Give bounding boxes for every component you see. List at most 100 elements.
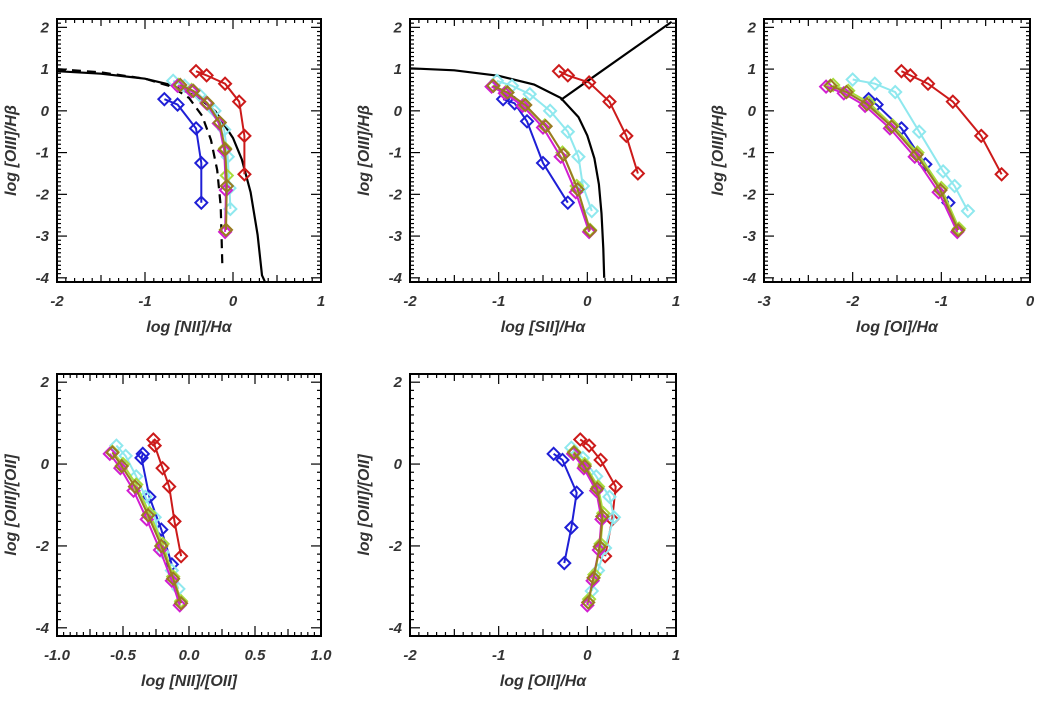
x-tick-label: 0	[1026, 293, 1035, 310]
diamond-marker	[546, 446, 562, 462]
diamond-marker	[618, 128, 634, 144]
x-tick-label: 0	[583, 293, 592, 310]
series-line	[164, 98, 203, 203]
diamond-marker	[920, 76, 936, 92]
diamond-marker	[571, 149, 586, 165]
axis-ticks	[56, 18, 322, 283]
y-axis-label: log [OIII]/[OII]	[3, 454, 20, 556]
diamond-marker	[199, 67, 215, 83]
diamond-marker	[515, 98, 531, 114]
diamond-marker	[960, 203, 976, 219]
diamond-marker	[147, 438, 163, 454]
series-olive	[105, 445, 189, 611]
series-red	[551, 63, 646, 181]
y-tick-label: -2	[36, 538, 50, 555]
diamond-marker	[145, 432, 161, 447]
panel-2: -2 -1 0 1 -4 -3 -2 -1 0 1 2 log [SII]/Hα log [OIII]/…	[356, 18, 680, 336]
plot-frame	[409, 373, 677, 637]
demarcation-curve	[560, 20, 673, 101]
dashed-demarcation-curve	[57, 68, 224, 268]
diamond-marker	[170, 78, 185, 94]
diamond-marker	[867, 76, 883, 92]
diamond-marker	[167, 513, 182, 529]
y-tick-label: -4	[389, 270, 403, 287]
diamond-marker	[909, 147, 924, 163]
diamond-marker	[935, 163, 951, 179]
diamond-marker	[135, 446, 151, 462]
series-cyan	[489, 73, 600, 219]
diamond-marker	[105, 445, 120, 461]
diamond-marker	[134, 450, 149, 466]
diamond-marker	[818, 79, 834, 95]
y-tick-label: -4	[36, 270, 50, 287]
y-axis-label: log [OIII]/Hβ	[3, 105, 20, 196]
diamond-marker	[563, 520, 579, 535]
series-line	[830, 84, 960, 231]
x-tick-label: -1	[492, 293, 505, 310]
series-blue	[156, 91, 209, 211]
diamond-marker	[535, 155, 551, 171]
x-tick-label: -2	[403, 293, 417, 310]
y-tick-label: -4	[743, 270, 757, 287]
diamond-marker	[556, 555, 572, 571]
y-tick-label: 2	[40, 19, 50, 36]
y-axis-label: log [OIII]/Hβ	[710, 105, 727, 196]
diamond-marker	[161, 479, 177, 494]
diamond-marker	[153, 538, 169, 554]
diamond-marker	[630, 166, 646, 181]
diamond-marker	[538, 118, 554, 134]
series-line	[832, 84, 961, 230]
diamond-marker	[894, 63, 909, 79]
diamond-marker	[581, 75, 597, 90]
x-tick-label: 0.0	[179, 647, 201, 664]
plot-area	[546, 432, 624, 613]
x-axis-label: log [NII]/Hα	[146, 319, 233, 336]
diamond-marker	[584, 203, 600, 219]
plot-frame	[409, 18, 677, 283]
diamond-marker	[902, 67, 918, 83]
series-olive	[566, 445, 610, 610]
y-tick-label: 1	[41, 61, 49, 78]
diamond-marker	[173, 548, 189, 564]
x-tick-label: 1	[672, 647, 680, 664]
diamond-marker	[217, 76, 233, 92]
axis-ticks	[56, 373, 322, 637]
y-tick-label: -4	[36, 620, 50, 637]
x-tick-label: 0	[229, 293, 238, 310]
diamond-marker	[887, 84, 903, 100]
diamond-marker	[140, 507, 156, 523]
diamond-marker	[114, 458, 130, 474]
plot-area	[57, 63, 266, 282]
diamond-marker	[560, 67, 576, 83]
diamond-marker	[839, 84, 854, 100]
series-olive	[172, 77, 235, 238]
plot-area	[818, 63, 1010, 240]
panel-4: -1.0 -0.5 0.0 0.5 1.0 -4 -2 0 2 log [NII]/[OII] lo…	[3, 373, 333, 690]
series-blue	[546, 446, 585, 571]
diamond-marker	[581, 591, 597, 607]
series-line	[900, 70, 1003, 175]
diamond-marker	[581, 438, 597, 454]
panel-1: -2 -1 0 1 -4 -3 -2 -1 0 1 2 log [NII]/Hα log [OIII]/…	[3, 18, 325, 336]
y-tick-label: -2	[389, 186, 403, 203]
x-axis-label: log [SII]/Hα	[501, 319, 587, 336]
diamond-marker	[237, 128, 252, 144]
x-axis-label: log [OII]/Hα	[500, 673, 587, 690]
x-tick-label: 1.0	[311, 647, 333, 664]
series-line	[553, 452, 578, 564]
diamond-marker	[586, 570, 601, 586]
x-tick-label: -3	[757, 293, 771, 310]
y-tick-label: -2	[389, 538, 403, 555]
diamond-marker	[973, 128, 989, 144]
diamond-marker	[577, 458, 593, 474]
diamond-marker	[594, 509, 610, 524]
diamond-marker	[884, 119, 900, 135]
diamond-marker	[555, 452, 570, 468]
series-magenta	[818, 79, 965, 240]
diamond-marker	[569, 485, 585, 501]
series-line	[558, 70, 639, 174]
diamond-marker	[485, 78, 501, 94]
series-line	[852, 78, 969, 212]
diamond-marker	[560, 195, 576, 211]
